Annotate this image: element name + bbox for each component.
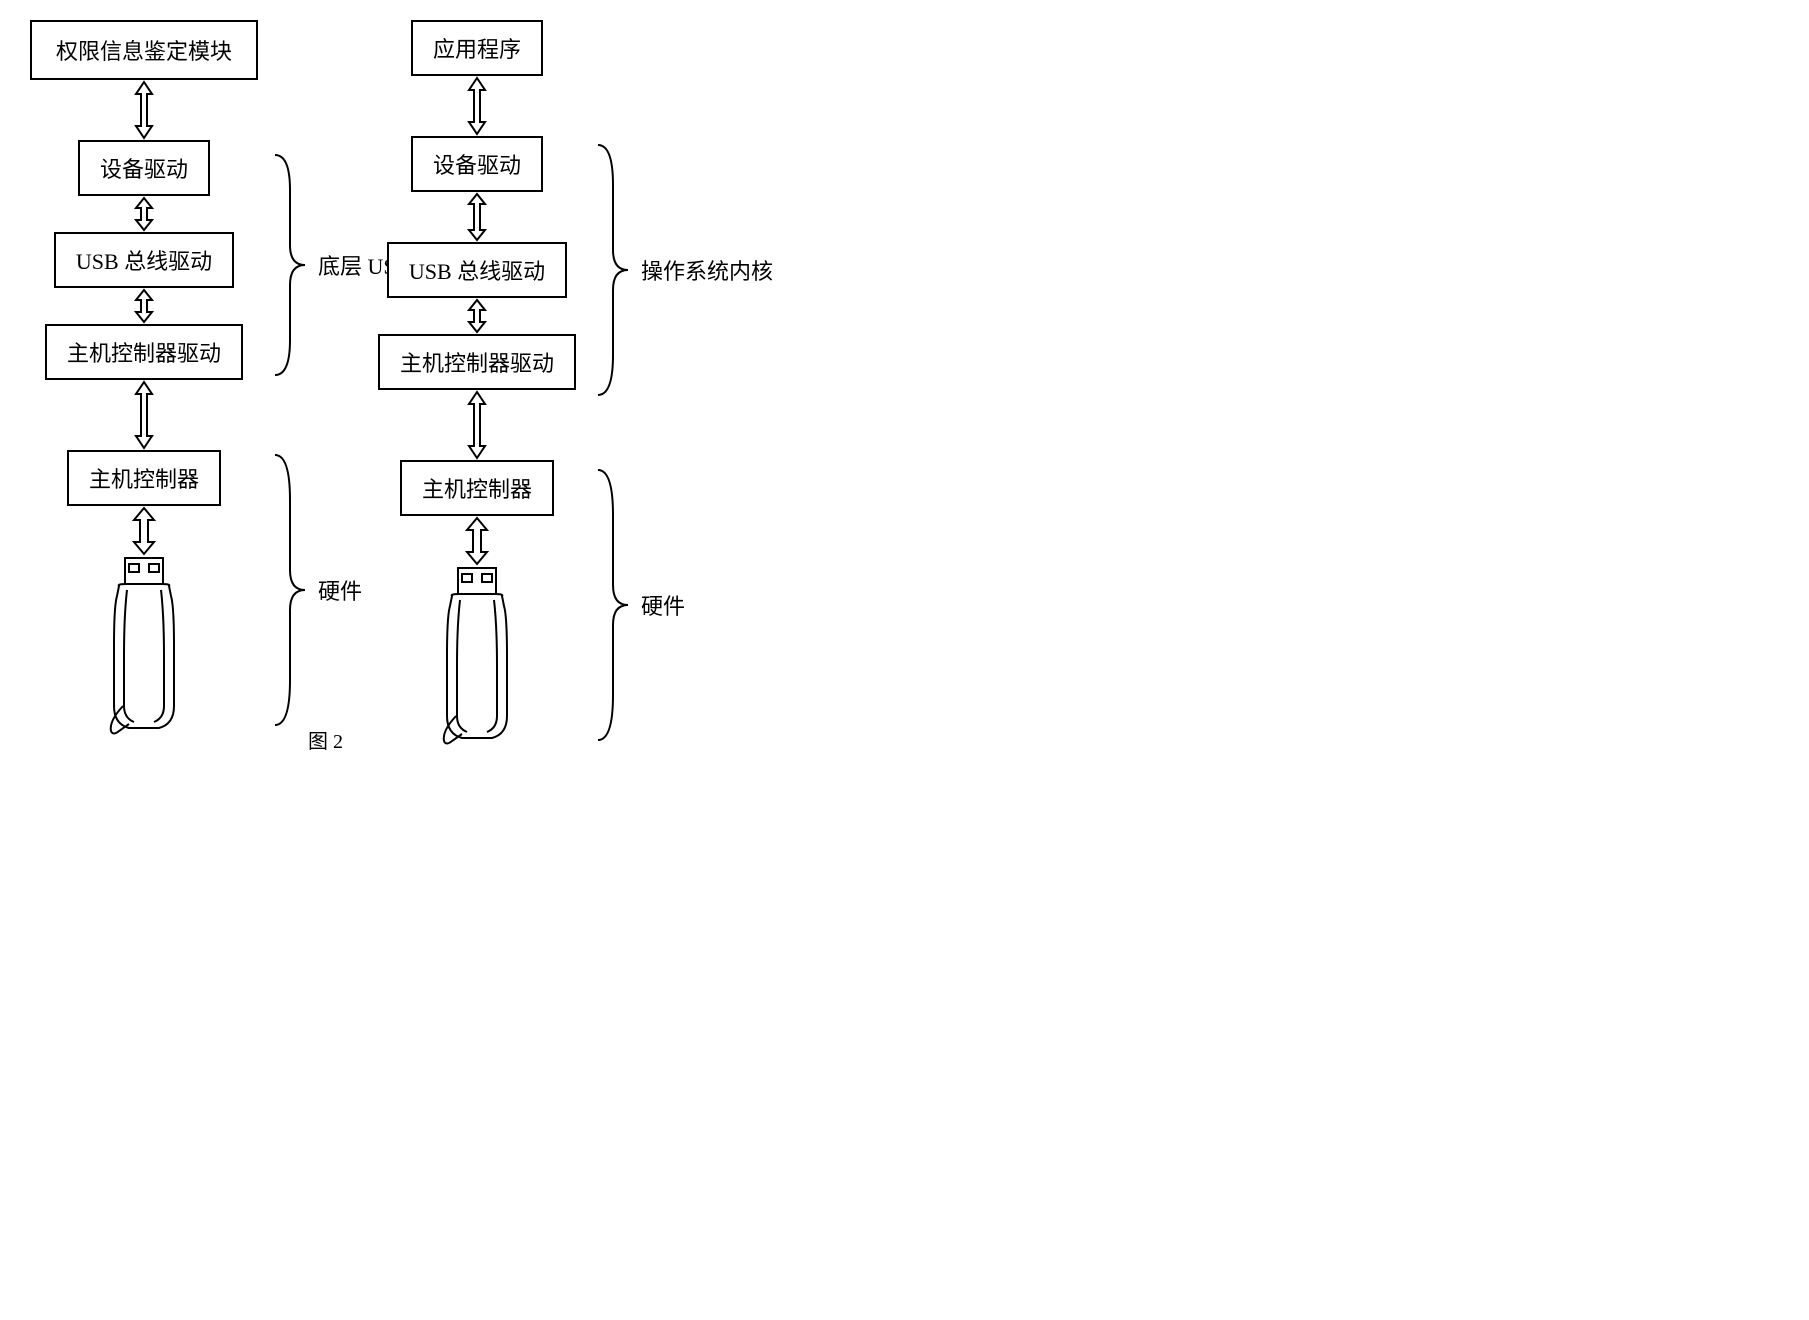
brace-icon [270, 450, 310, 730]
figure-label: 图 2 [308, 725, 343, 754]
kernel-brace-label: 操作系统内核 [641, 254, 773, 286]
auth-module-box: 权限信息鉴定模块 [30, 20, 258, 80]
application-box: 应用程序 [411, 20, 543, 76]
left-column: 权限信息鉴定模块 设备驱动 USB 总线驱动 主机控制器驱动 主机控制器 [30, 20, 258, 746]
brace-icon [593, 140, 633, 400]
host-ctrl-driver-box: 主机控制器驱动 [45, 324, 243, 380]
hardware-brace: 硬件 [270, 450, 362, 730]
device-driver-box: 设备驱动 [78, 140, 210, 196]
hardware-brace-r: 硬件 [593, 465, 685, 745]
brace-icon [270, 150, 310, 380]
right-column: 应用程序 设备驱动 USB 总线驱动 主机控制器驱动 主机控制器 [378, 20, 576, 746]
arrow-icon [465, 192, 489, 242]
usb-device-icon [99, 556, 189, 736]
arrow-icon [465, 298, 489, 334]
arrow-icon [132, 80, 156, 140]
host-ctrl-driver-box-r: 主机控制器驱动 [378, 334, 576, 390]
arrow-icon [132, 288, 156, 324]
arrow-icon [132, 380, 156, 450]
arrow-icon [465, 390, 489, 460]
brace-icon [593, 465, 633, 745]
device-driver-box-r: 设备驱动 [411, 136, 543, 192]
host-controller-box: 主机控制器 [67, 450, 221, 506]
usb-device-icon [432, 566, 522, 746]
usb-bus-driver-box-r: USB 总线驱动 [387, 242, 567, 298]
kernel-brace: 操作系统内核 [593, 140, 773, 400]
arrow-icon [463, 516, 491, 566]
hardware-brace-label-r: 硬件 [641, 589, 685, 621]
diagram-container: 权限信息鉴定模块 设备驱动 USB 总线驱动 主机控制器驱动 主机控制器 [20, 20, 1789, 746]
arrow-icon [130, 506, 158, 556]
usb-bus-driver-box: USB 总线驱动 [54, 232, 234, 288]
arrow-icon [465, 76, 489, 136]
arrow-icon [132, 196, 156, 232]
hardware-brace-label: 硬件 [318, 574, 362, 606]
host-controller-box-r: 主机控制器 [400, 460, 554, 516]
